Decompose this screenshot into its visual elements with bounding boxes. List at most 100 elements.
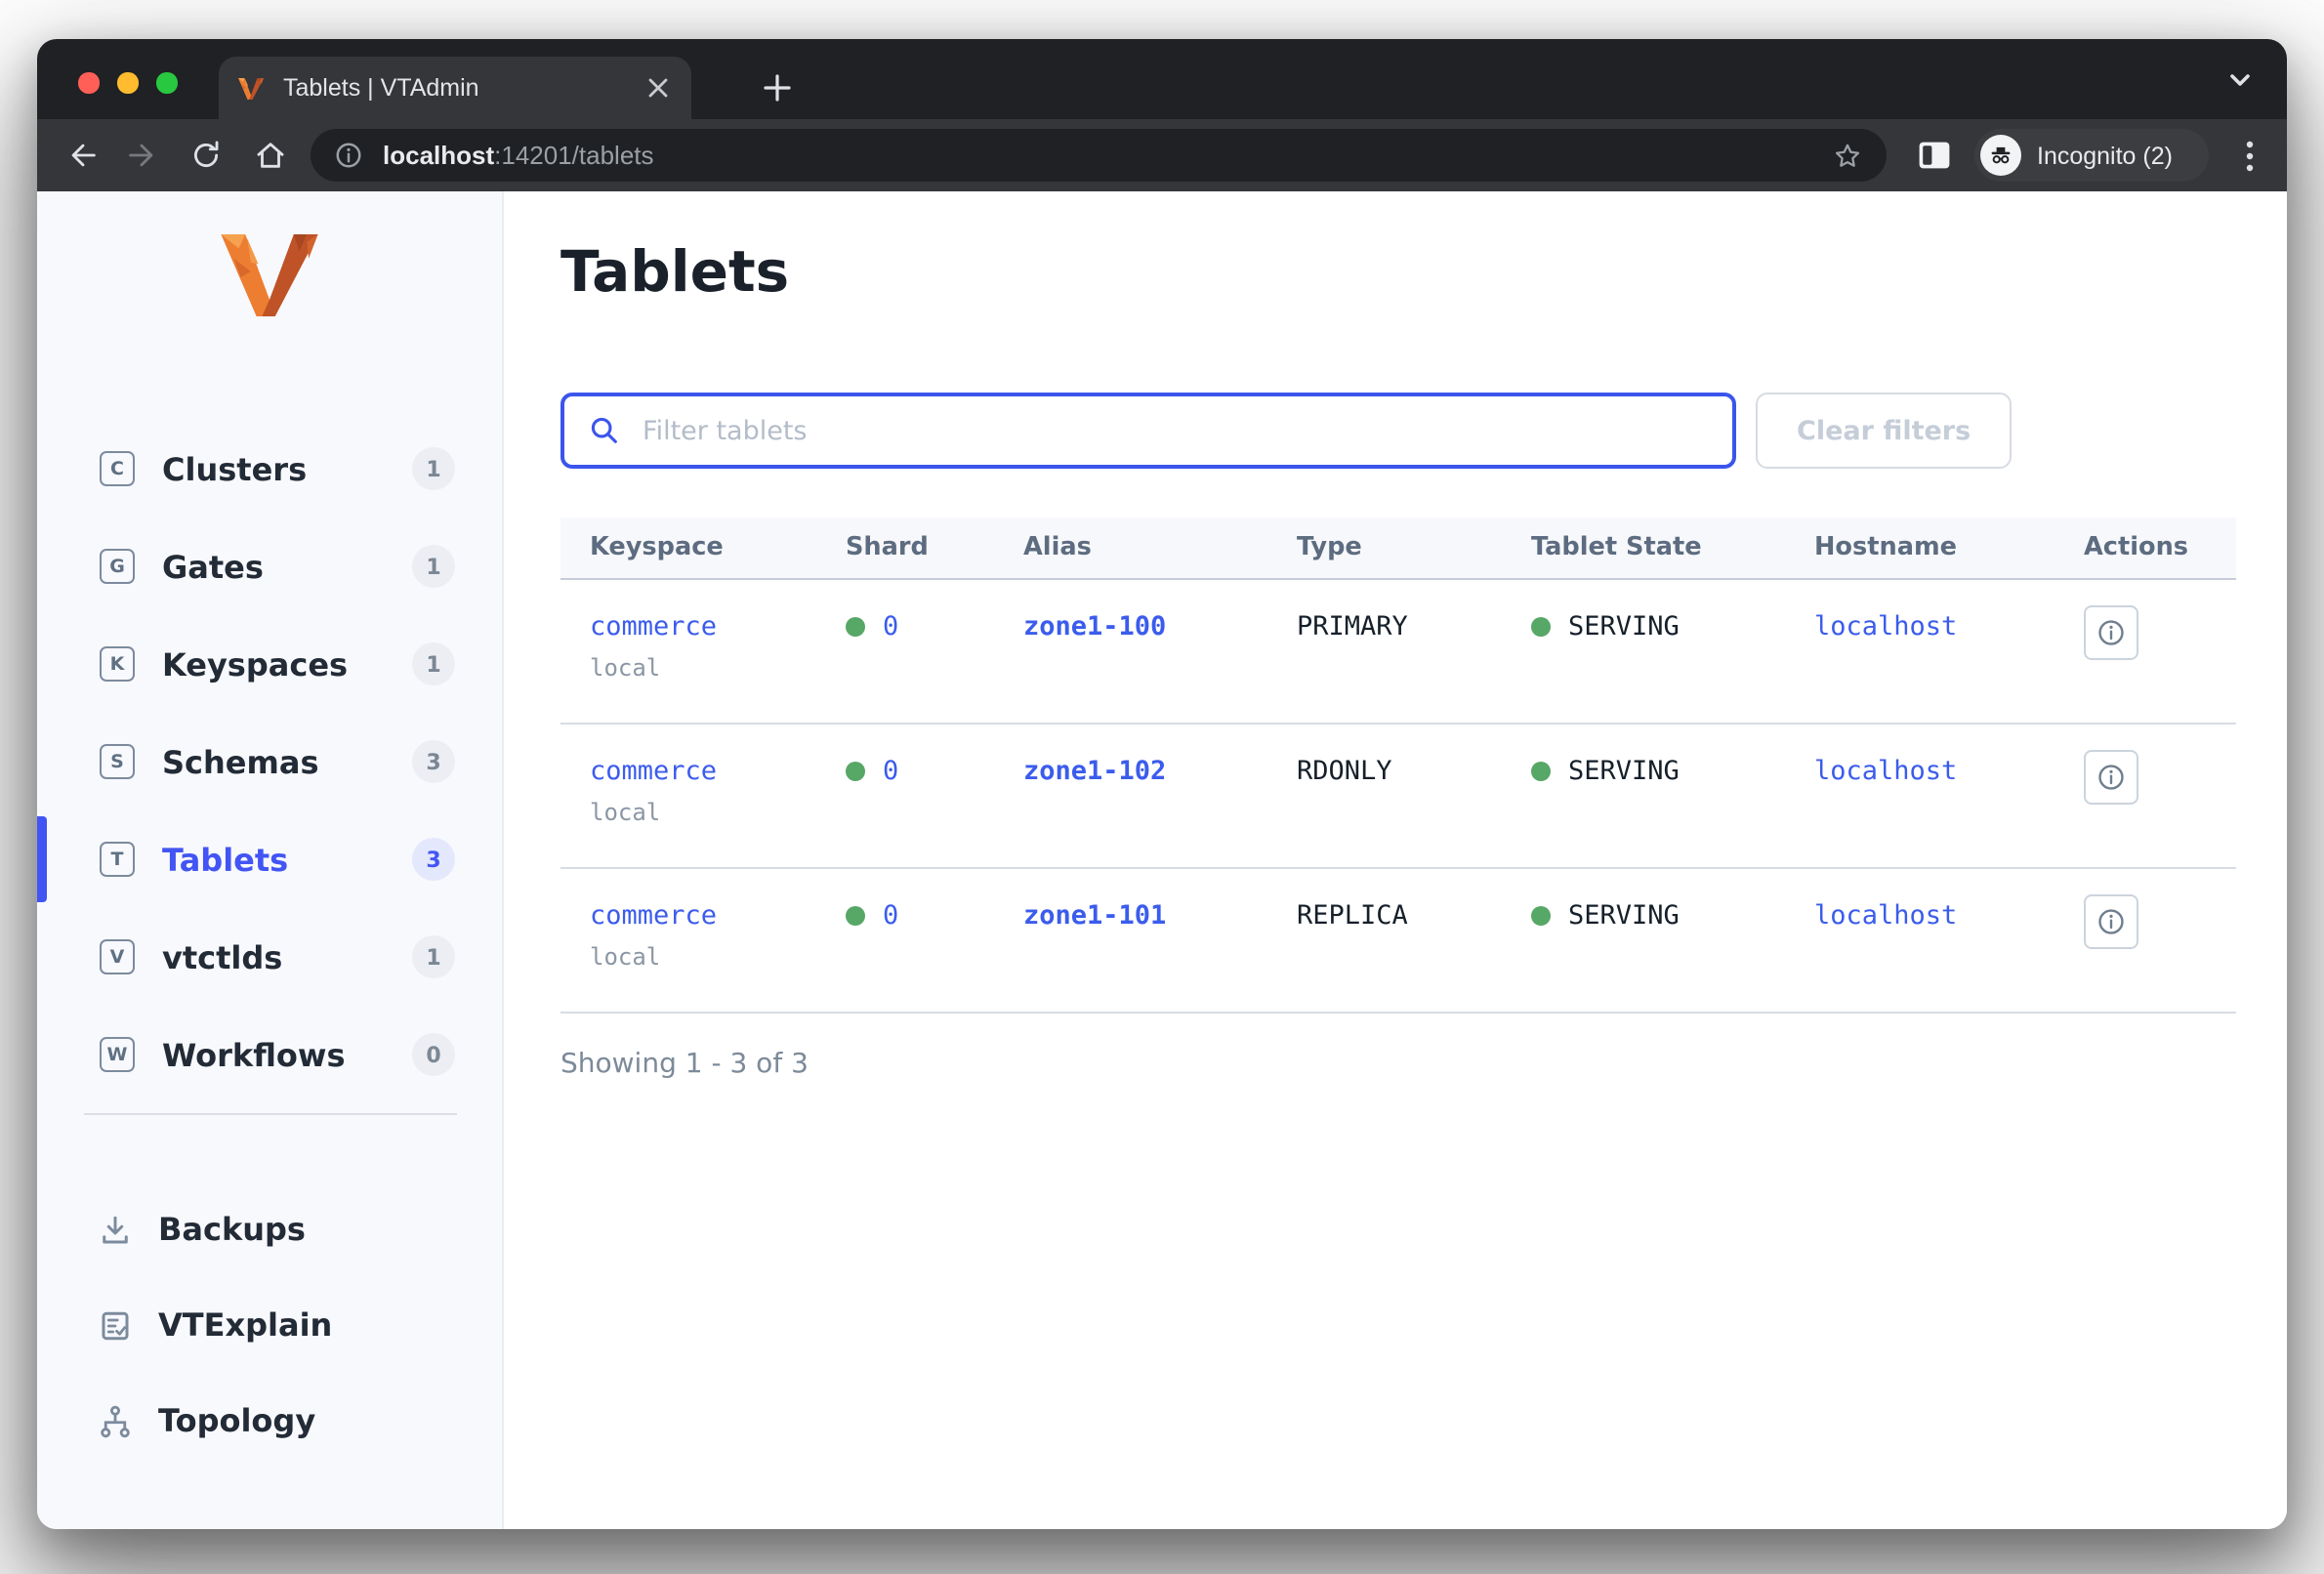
clear-filters-button[interactable]: Clear filters [1756,393,2013,469]
hostname-link[interactable]: localhost [1814,611,1958,642]
incognito-badge[interactable]: Incognito (2) [1974,129,2209,182]
page-content: C Clusters 1 G Gates 1 [37,191,2287,1529]
sidebar-nav-item[interactable]: C Clusters 1 [37,420,502,518]
browser-tab[interactable]: Tablets | VTAdmin [219,57,691,119]
tablet-type: REPLICA [1297,900,1408,932]
nav-letter-icon: T [100,842,135,877]
column-header-keyspace: Keyspace [590,533,724,562]
back-button[interactable] [59,131,107,180]
url-text: localhost:14201/tablets [383,141,1832,170]
tablet-state: SERVING [1568,900,1680,932]
sidebar-nav-item[interactable]: G Gates 1 [37,518,502,615]
serving-dot [1531,616,1551,636]
url-path: :14201/tablets [494,141,654,170]
minimize-window-button[interactable] [117,72,138,93]
tab-close-icon[interactable] [641,71,674,104]
nav-item-label: Keyspaces [162,645,349,683]
browser-toolbar: localhost:14201/tablets Incognito (2) [37,119,2287,191]
tool-item-label: Backups [158,1211,306,1248]
tool-item-label: VTExplain [158,1306,333,1344]
forward-button[interactable] [117,131,166,180]
new-tab-button[interactable] [752,57,803,119]
sidebar-nav-item[interactable]: S Schemas 3 [37,713,502,810]
reload-button[interactable] [182,131,230,180]
nav-count-badge: 0 [412,1033,455,1076]
active-indicator [37,816,47,902]
alias-cell: zone1-102 [1023,725,1297,787]
nav-letter-icon: V [100,939,135,974]
sidebar: C Clusters 1 G Gates 1 [37,191,504,1529]
tablet-info-button[interactable] [2084,750,2138,805]
column-header-type: Type [1297,533,1362,562]
actions-cell [2084,869,2236,949]
sidebar-nav-item[interactable]: V vtctlds 1 [37,908,502,1006]
hostname-link[interactable]: localhost [1814,756,1958,787]
active-indicator [37,523,47,609]
keyspace-link[interactable]: commerce [590,611,718,642]
tablet-info-button[interactable] [2084,605,2138,660]
site-info-icon[interactable] [334,141,363,170]
nav-count-badge: 1 [412,447,455,490]
home-button[interactable] [246,131,295,180]
serving-dot [1531,761,1551,780]
nav-count-badge: 1 [412,935,455,978]
sidebar-nav-item[interactable]: W Workflows 0 [37,1006,502,1103]
side-panel-icon[interactable] [1910,131,1959,180]
sidebar-item-backups[interactable]: Backups [37,1181,502,1277]
tablet-alias-link[interactable]: zone1-101 [1023,900,1167,932]
hostname-cell: localhost [1814,580,2084,642]
column-header-shard: Shard [846,533,929,562]
browser-window: Tablets | VTAdmin [37,39,2287,1529]
nav-item-label: Workflows [162,1036,346,1073]
sidebar-item-vtexplain[interactable]: VTExplain [37,1277,502,1373]
sidebar-nav-item[interactable]: T Tablets 3 [37,810,502,908]
shard-link[interactable]: 0 [883,756,899,787]
tablet-info-button[interactable] [2084,894,2138,949]
sidebar-nav: C Clusters 1 G Gates 1 [37,420,502,1103]
active-indicator [37,914,47,1000]
table-row: commerce local 0 zone1-100 [560,580,2236,725]
nav-item-label: Clusters [162,450,308,487]
tab-strip: Tablets | VTAdmin [37,39,2287,119]
hostname-cell: localhost [1814,725,2084,787]
keyspace-link[interactable]: commerce [590,900,718,932]
shard-cell: 0 [846,580,1023,642]
bookmark-star-icon[interactable] [1832,140,1863,171]
table-row: commerce local 0 zone1-102 [560,725,2236,869]
tab-search-chevron-icon[interactable] [2224,64,2256,96]
tablets-table: Keyspace Shard Alias Type Tablet State H… [560,518,2236,1014]
shard-serving-dot [846,761,865,780]
shard-link[interactable]: 0 [883,900,899,932]
vitess-logo[interactable] [37,234,502,316]
state-cell: SERVING [1531,725,1814,787]
zoom-window-button[interactable] [156,72,177,93]
menu-dots-icon[interactable] [2224,131,2273,180]
state-cell: SERVING [1531,869,1814,932]
alias-cell: zone1-100 [1023,580,1297,642]
vitess-favicon [238,77,264,99]
info-icon [2098,909,2124,934]
type-cell: PRIMARY [1297,580,1531,642]
shard-link[interactable]: 0 [883,611,899,642]
hostname-cell: localhost [1814,869,2084,932]
close-window-button[interactable] [78,72,99,93]
nav-item-label: vtctlds [162,938,283,975]
filter-tablets-input[interactable] [560,393,1736,469]
nav-count-badge: 3 [412,838,455,881]
nav-letter-icon: G [100,549,135,584]
nav-item-label: Tablets [162,841,289,878]
type-cell: RDONLY [1297,725,1531,787]
address-bar[interactable]: localhost:14201/tablets [311,129,1887,182]
sidebar-item-topology[interactable]: Topology [37,1373,502,1469]
tablet-alias-link[interactable]: zone1-102 [1023,756,1167,787]
shard-serving-dot [846,905,865,925]
incognito-icon [1980,135,2021,176]
type-cell: REPLICA [1297,869,1531,932]
tablet-state: SERVING [1568,756,1680,787]
tablet-alias-link[interactable]: zone1-100 [1023,611,1167,642]
keyspace-link[interactable]: commerce [590,756,718,787]
shard-serving-dot [846,616,865,636]
hostname-link[interactable]: localhost [1814,900,1958,932]
sidebar-nav-item[interactable]: K Keyspaces 1 [37,615,502,713]
incognito-label: Incognito (2) [2037,142,2173,169]
